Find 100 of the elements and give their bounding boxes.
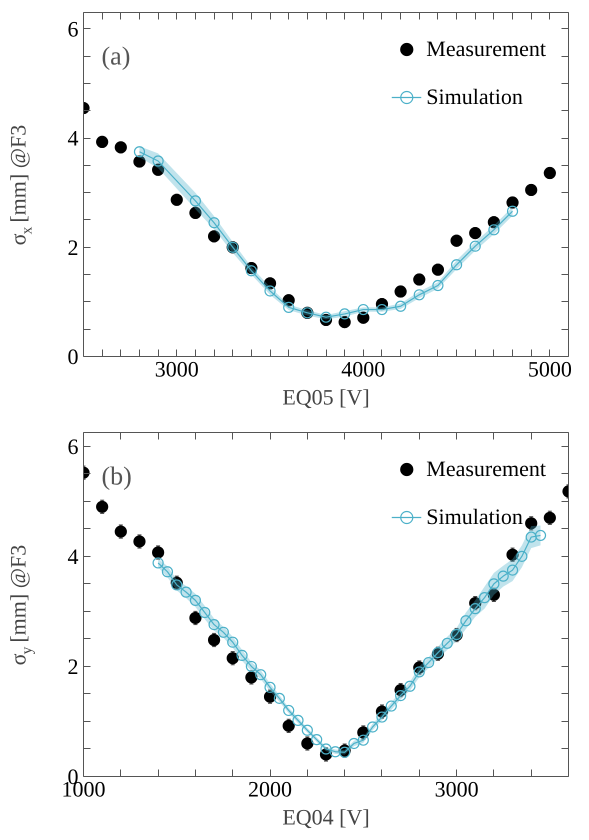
point	[470, 240, 481, 252]
point	[516, 550, 528, 562]
point	[152, 557, 164, 569]
point	[274, 692, 285, 704]
point	[311, 734, 322, 746]
point	[320, 312, 332, 323]
point	[189, 612, 202, 624]
point	[152, 546, 164, 559]
point	[413, 273, 426, 286]
annotation: (b)	[102, 462, 132, 490]
point	[264, 285, 276, 297]
point	[133, 535, 146, 548]
x-tick-label: 3000	[434, 776, 479, 802]
point	[255, 669, 266, 680]
point	[498, 570, 509, 582]
point	[506, 548, 519, 561]
point	[264, 682, 276, 693]
point	[189, 206, 202, 219]
x-tick-label: 3000	[154, 356, 199, 382]
point	[488, 578, 500, 590]
y-tick-label: 0	[68, 344, 78, 369]
legend-label: Measurement	[426, 36, 546, 62]
point	[114, 141, 127, 154]
y-axis-title: σy [mm] @F3	[6, 544, 36, 666]
point	[292, 714, 304, 726]
point	[544, 166, 556, 180]
point	[162, 566, 174, 578]
point	[170, 194, 183, 206]
point	[171, 579, 182, 591]
x-axis-title: EQ04 [V]	[282, 804, 370, 830]
point	[218, 626, 230, 638]
point	[534, 530, 546, 542]
point	[208, 619, 220, 630]
point	[133, 155, 146, 168]
point	[357, 312, 370, 324]
point	[376, 304, 388, 316]
point	[394, 285, 407, 298]
y-tick-label: 4	[68, 544, 78, 569]
point	[96, 136, 108, 148]
point	[180, 586, 192, 598]
point	[96, 500, 108, 513]
point	[478, 592, 490, 604]
point	[114, 525, 127, 538]
point	[330, 746, 341, 758]
point	[506, 564, 518, 576]
point	[544, 512, 556, 524]
point	[450, 234, 463, 247]
point	[506, 206, 518, 217]
point	[339, 308, 350, 320]
annotation: (a)	[102, 42, 130, 70]
point	[469, 227, 482, 240]
point	[152, 155, 164, 167]
point	[320, 743, 332, 755]
point	[227, 636, 238, 648]
point	[358, 734, 369, 746]
y-axis-title: σx [mm] @F3	[6, 124, 36, 246]
point	[208, 217, 220, 228]
point	[236, 650, 248, 661]
point	[246, 660, 257, 672]
point	[190, 195, 202, 206]
point	[386, 700, 397, 712]
point	[282, 720, 295, 732]
y-tick-label: 6	[68, 16, 78, 42]
x-tick-label: 4000	[341, 356, 386, 382]
point	[404, 680, 416, 692]
point	[422, 656, 434, 668]
point	[414, 666, 425, 678]
y-tick-label: 2	[68, 234, 78, 260]
point	[376, 711, 388, 723]
point	[226, 652, 239, 664]
point	[302, 724, 313, 736]
point	[395, 300, 406, 312]
point	[395, 690, 406, 702]
x-axis-title: EQ05 [V]	[282, 384, 370, 410]
point	[525, 517, 538, 530]
point	[460, 615, 472, 626]
point	[506, 196, 519, 209]
point	[208, 230, 220, 242]
point	[488, 588, 500, 601]
point	[488, 224, 500, 236]
point	[525, 184, 538, 196]
point	[432, 280, 444, 292]
legend-label: Measurement	[426, 456, 546, 482]
point	[152, 164, 164, 176]
point	[208, 634, 220, 646]
point	[442, 638, 453, 649]
point	[134, 146, 146, 158]
point	[470, 603, 481, 614]
y-tick-label: 6	[68, 434, 78, 459]
point	[432, 264, 444, 276]
point	[338, 316, 351, 328]
point	[450, 259, 462, 270]
x-tick-label: 5000	[528, 356, 572, 382]
legend-label: Simulation	[426, 504, 523, 530]
point	[526, 531, 537, 543]
point	[246, 265, 257, 276]
point	[414, 289, 425, 300]
point	[190, 594, 202, 606]
point	[348, 738, 360, 750]
point	[367, 721, 378, 733]
